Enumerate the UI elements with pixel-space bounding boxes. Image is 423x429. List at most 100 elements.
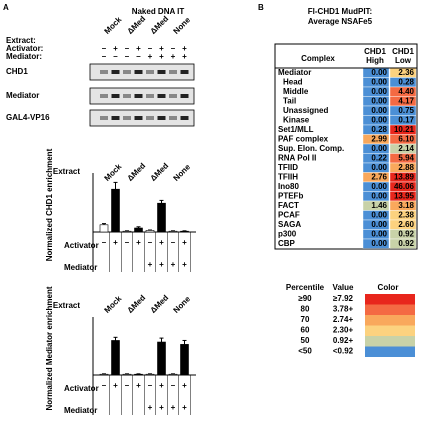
blot-label: CHD1 (6, 67, 28, 76)
cell-value: 10.21 (394, 125, 415, 134)
complex-name: Unassigned (283, 106, 328, 115)
complex-name: RNA Pol II (278, 154, 316, 163)
cell-value: 2.99 (371, 135, 387, 144)
sign: – (102, 52, 107, 61)
legend-percentile: ≥90 (298, 294, 312, 303)
cell-value: 0.00 (371, 97, 387, 106)
sign: + (148, 403, 153, 412)
legend-swatch (365, 325, 415, 336)
band (157, 116, 166, 120)
cell-value: 4.17 (398, 97, 414, 106)
cell-value: 2.38 (398, 211, 414, 220)
column-label: Mock (103, 294, 124, 315)
complex-name: PTEFb (278, 192, 303, 201)
sign: – (171, 238, 176, 247)
band (180, 94, 189, 98)
cell-value: 0.00 (371, 87, 387, 96)
panel-title: Fl-CHD1 MudPIT: (308, 7, 372, 16)
band (146, 94, 154, 98)
bar (134, 227, 143, 233)
cell-value: 2.76 (371, 173, 387, 182)
legend-percentile: <50 (298, 347, 312, 356)
sign: + (159, 52, 164, 61)
cell-value: 1.46 (371, 201, 387, 210)
cell-value: 0.00 (371, 220, 387, 229)
sign: + (182, 44, 187, 53)
panel-title: Average NSAFe5 (308, 17, 373, 26)
band (111, 116, 120, 120)
legend-swatch (365, 304, 415, 315)
sign: + (171, 260, 176, 269)
cell-value: 13.89 (394, 173, 415, 182)
table-header: CHD1 Low (392, 47, 414, 65)
heat-cell (389, 238, 417, 249)
band (146, 116, 154, 120)
cell-value: 0.00 (371, 106, 387, 115)
bar (122, 230, 132, 233)
panel-title: Naked DNA IT (132, 7, 185, 16)
column-label: ΔMed (149, 14, 171, 36)
sign: – (125, 238, 130, 247)
column-label: ΔMed (126, 14, 148, 36)
band (157, 70, 166, 74)
sign: – (125, 381, 130, 390)
bar (180, 230, 189, 233)
sign: – (102, 238, 107, 247)
cell-value: 0.00 (371, 239, 387, 248)
complex-name: Tail (283, 97, 296, 106)
band (169, 116, 177, 120)
legend-percentile: 50 (301, 336, 310, 345)
cell-value: 0.00 (371, 211, 387, 220)
column-label: None (172, 294, 193, 315)
sign: – (148, 238, 153, 247)
sign: + (148, 260, 153, 269)
complex-name: SAGA (278, 220, 301, 229)
bar (99, 373, 109, 376)
row-label: Extract (53, 167, 80, 176)
legend-percentile: 70 (301, 315, 310, 324)
row-label: Activator (64, 384, 99, 393)
panel-label: B (258, 3, 264, 12)
sign: + (136, 238, 141, 247)
row-label: Mediator: (6, 52, 42, 61)
band (123, 70, 131, 74)
cell-value: 5.94 (398, 154, 414, 163)
row-label: Activator (64, 241, 99, 250)
sign: – (125, 44, 130, 53)
axis-label: Normalized CHD1 enrichment (45, 148, 54, 261)
cell-value: 2.14 (398, 144, 414, 153)
bar (145, 230, 155, 233)
sign: – (113, 52, 118, 61)
cell-value: 0.22 (371, 154, 387, 163)
sign: + (136, 381, 141, 390)
bar (145, 373, 155, 376)
column-label: None (172, 15, 193, 36)
legend-value: 2.30+ (333, 326, 354, 335)
heat-cell (362, 238, 390, 249)
band (100, 116, 108, 120)
bar (122, 373, 132, 376)
legend-swatch (365, 336, 415, 347)
column-label: None (172, 162, 193, 183)
cell-value: 2.60 (398, 220, 414, 229)
complex-name: FACT (278, 201, 299, 210)
cell-value: 0.00 (371, 68, 387, 77)
sign: – (102, 381, 107, 390)
band (100, 94, 108, 98)
bar (157, 341, 166, 376)
complex-name: TFIIH (278, 173, 298, 182)
sign: + (113, 44, 118, 53)
sign: + (159, 403, 164, 412)
legend-percentile: 80 (301, 305, 310, 314)
band (180, 70, 189, 74)
bar (180, 344, 189, 376)
complex-name: PCAF (278, 211, 300, 220)
cell-value: 3.18 (398, 201, 414, 210)
band (169, 70, 177, 74)
legend-value: 0.92+ (333, 336, 354, 345)
sign: + (171, 403, 176, 412)
sign: – (171, 44, 176, 53)
band (111, 70, 120, 74)
table-header: CHD1 High (364, 47, 386, 65)
